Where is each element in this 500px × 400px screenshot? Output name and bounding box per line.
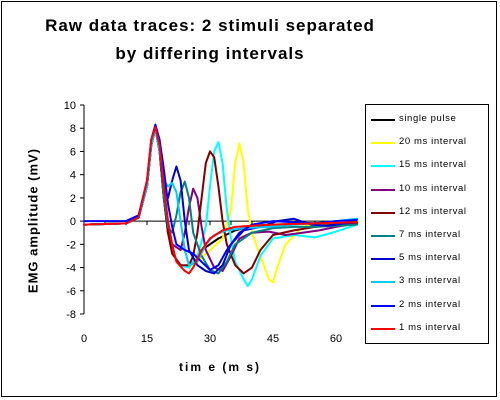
legend-item: 3 ms interval (366, 273, 490, 291)
y-tick-label: 2 (70, 193, 76, 205)
legend-swatch (371, 119, 395, 121)
legend-item: 7 ms interval (366, 227, 490, 245)
legend: single pulse 20 ms interval 15 ms interval… (365, 104, 489, 344)
y-axis-label: EMG amplitude (mV) (25, 147, 41, 294)
series-line-10 (83, 126, 358, 275)
legend-swatch (371, 188, 395, 191)
legend-label: 1 ms interval (399, 321, 461, 333)
y-tick-label: -6 (66, 286, 76, 298)
x-tick-label: 30 (204, 333, 216, 345)
y-tick-label: -4 (66, 263, 76, 275)
y-tick-label: 10 (64, 100, 76, 112)
legend-swatch (371, 142, 395, 145)
legend-item: single pulse (366, 111, 490, 129)
chart-title-line-2: by differing intervals (115, 44, 305, 63)
legend-label: 20 ms interval (399, 136, 467, 148)
x-tick-label: 0 (81, 333, 87, 345)
legend-label: 7 ms interval (399, 229, 461, 240)
y-tick-label: -8 (66, 309, 76, 321)
x-tick-label: 15 (141, 333, 153, 345)
x-axis-label: tim e (m s) (178, 360, 261, 374)
legend-item: 10 ms interval (366, 181, 490, 199)
y-tick-label: 0 (70, 216, 76, 228)
x-tick-label: 60 (330, 333, 342, 345)
x-tick-label: 45 (267, 333, 279, 345)
legend-label: 15 ms interval (399, 159, 467, 171)
legend-swatch (371, 281, 395, 284)
legend-swatch (371, 211, 395, 214)
legend-swatch (371, 235, 395, 237)
legend-swatch (371, 327, 395, 330)
legend-label: 3 ms interval (399, 275, 461, 287)
y-tick-label: 8 (70, 123, 76, 135)
legend-item: 12 ms interval (366, 204, 490, 222)
legend-swatch (371, 258, 395, 261)
legend-item: 20 ms interval (366, 134, 490, 152)
legend-item: 1 ms interval (366, 320, 490, 338)
y-tick-label: 4 (70, 170, 76, 182)
legend-label: single pulse (399, 113, 457, 124)
legend-swatch (371, 304, 395, 307)
legend-label: 2 ms interval (399, 298, 461, 310)
legend-label: 12 ms interval (399, 205, 467, 217)
chart-title-line-1: Raw data traces: 2 stimuli separated (45, 16, 375, 35)
legend-item: 5 ms interval (366, 250, 490, 268)
y-tick-label: -2 (66, 239, 76, 251)
legend-item: 15 ms interval (366, 157, 490, 175)
legend-label: 10 ms interval (399, 182, 467, 194)
y-tick-label: 6 (70, 146, 76, 158)
legend-swatch (371, 165, 395, 168)
legend-item: 2 ms interval (366, 297, 490, 315)
legend-label: 5 ms interval (399, 252, 461, 264)
